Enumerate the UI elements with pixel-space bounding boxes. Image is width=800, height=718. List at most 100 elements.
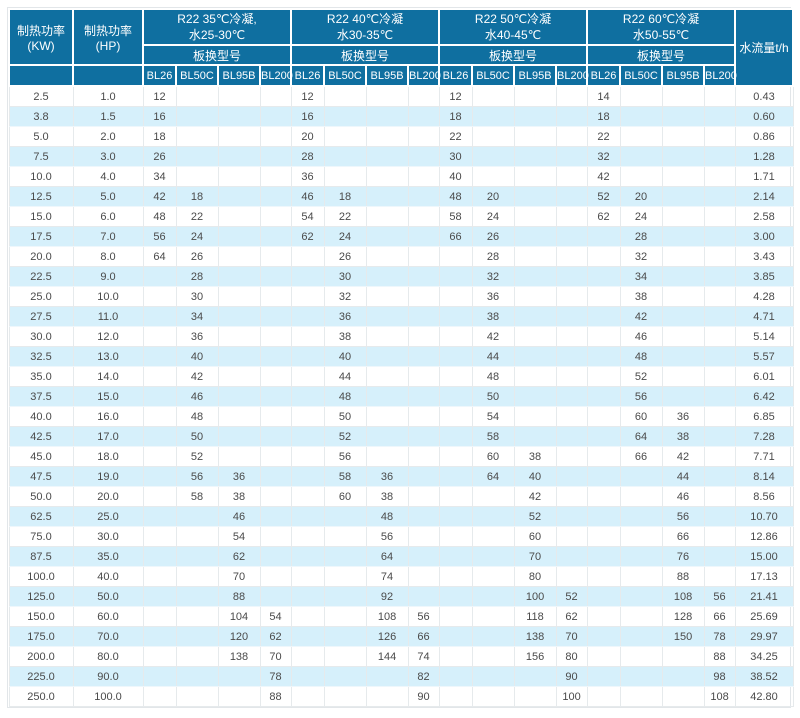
cell-model-value [703, 566, 736, 587]
cell-model-value: 88 [217, 586, 261, 607]
cell-model-value [471, 126, 515, 147]
cell-model-value: 18 [586, 106, 621, 127]
cell-model-value [438, 286, 473, 307]
cell-power-kw: 250.0 [8, 686, 74, 707]
cell-model-value [407, 226, 440, 247]
cell-model-value [661, 266, 705, 287]
cell-model-value: 20 [471, 186, 515, 207]
cell-model-value: 12 [290, 85, 325, 107]
cell-model-value: 78 [703, 626, 736, 647]
cell-model-value: 24 [175, 226, 219, 247]
cell-model-value: 48 [175, 406, 219, 427]
cell-water-flow: 21.41 [734, 586, 794, 607]
cell-model-value [365, 446, 409, 467]
cell-model-value [555, 426, 588, 447]
cell-model-value: 62 [217, 546, 261, 567]
cell-model-value [555, 406, 588, 427]
cell-model-value [438, 266, 473, 287]
cell-model-value [703, 206, 736, 227]
cell-model-value [407, 85, 440, 107]
cell-power-kw: 17.5 [8, 226, 74, 247]
cell-model-value: 126 [365, 626, 409, 647]
cell-model-value [217, 666, 261, 687]
cell-model-value [438, 526, 473, 547]
cell-model-value [586, 306, 621, 327]
cell-model-value: 56 [365, 526, 409, 547]
cell-model-value [661, 186, 705, 207]
cell-model-value: 46 [217, 506, 261, 527]
cell-model-value: 118 [513, 606, 557, 627]
cell-model-value: 80 [555, 646, 588, 667]
cell-model-value [407, 146, 440, 167]
header-power-kw: 制热功率(KW) [8, 8, 74, 66]
cell-model-value: 26 [471, 226, 515, 247]
header-model-bl200: BL200 [407, 64, 441, 87]
cell-water-flow: 12.86 [734, 526, 794, 547]
cell-model-value: 42 [175, 366, 219, 387]
cell-model-value: 42 [142, 186, 177, 207]
cell-model-value [555, 226, 588, 247]
cell-power-kw: 47.5 [8, 466, 74, 487]
cell-model-value [513, 166, 557, 187]
cell-power-kw: 2.5 [8, 85, 74, 107]
cell-power-hp: 13.0 [72, 346, 144, 367]
cell-model-value: 58 [438, 206, 473, 227]
table-row: 20.0 8.0 64 26 26 28 32 3.43 [8, 246, 794, 267]
cell-model-value: 62 [586, 206, 621, 227]
header-model-bl95b: BL95B [217, 64, 261, 87]
cell-model-value: 88 [259, 686, 292, 707]
cell-model-value [323, 526, 367, 547]
cell-model-value: 150 [661, 626, 705, 647]
cell-model-value: 104 [217, 606, 261, 627]
cell-model-value [290, 286, 325, 307]
cell-water-flow: 0.86 [734, 126, 794, 147]
cell-model-value [142, 326, 177, 347]
cell-power-kw: 40.0 [8, 406, 74, 427]
cell-model-value [619, 146, 663, 167]
cell-model-value: 36 [661, 406, 705, 427]
cell-model-value [438, 626, 473, 647]
cell-model-value: 28 [175, 266, 219, 287]
cell-model-value [175, 126, 219, 147]
cell-model-value: 18 [438, 106, 473, 127]
cell-model-value [661, 206, 705, 227]
cell-model-value [703, 526, 736, 547]
cell-water-flow: 3.00 [734, 226, 794, 247]
cell-model-value [259, 246, 292, 267]
cell-model-value [290, 446, 325, 467]
cell-model-value [175, 106, 219, 127]
cell-model-value [407, 446, 440, 467]
cell-power-hp: 4.0 [72, 166, 144, 187]
group-title-line2: 水30-35℃ [336, 28, 394, 42]
cell-model-value [661, 346, 705, 367]
cell-model-value [586, 426, 621, 447]
table-body: 2.5 1.0 12 12 12 14 0.43 3.8 1.5 16 16 18 18 0.60 5.0 2… [8, 85, 794, 707]
cell-model-value [290, 606, 325, 627]
cell-model-value: 34 [619, 266, 663, 287]
header-spacer [8, 64, 74, 87]
cell-model-value [217, 346, 261, 367]
cell-model-value [661, 306, 705, 327]
cell-model-value: 40 [175, 346, 219, 367]
table-row: 2.5 1.0 12 12 12 14 0.43 [8, 85, 794, 107]
cell-power-hp: 7.0 [72, 226, 144, 247]
cell-model-value [365, 346, 409, 367]
table-row: 87.5 35.0 62 64 70 76 15.00 [8, 546, 794, 567]
cell-water-flow: 6.42 [734, 386, 794, 407]
table-row: 62.5 25.0 46 48 52 56 10.70 [8, 506, 794, 527]
cell-model-value: 52 [586, 186, 621, 207]
cell-model-value [619, 166, 663, 187]
cell-model-value [438, 366, 473, 387]
cell-model-value: 90 [555, 666, 588, 687]
cell-model-value [703, 146, 736, 167]
cell-model-value: 40 [438, 166, 473, 187]
cell-model-value: 36 [175, 326, 219, 347]
cell-model-value [513, 266, 557, 287]
cell-model-value [407, 426, 440, 447]
cell-model-value [661, 646, 705, 667]
cell-model-value [661, 286, 705, 307]
cell-model-value: 98 [703, 666, 736, 687]
cell-water-flow: 2.14 [734, 186, 794, 207]
table-row: 12.5 5.0 42 18 46 18 48 20 52 20 2.14 [8, 186, 794, 207]
cell-model-value [513, 246, 557, 267]
